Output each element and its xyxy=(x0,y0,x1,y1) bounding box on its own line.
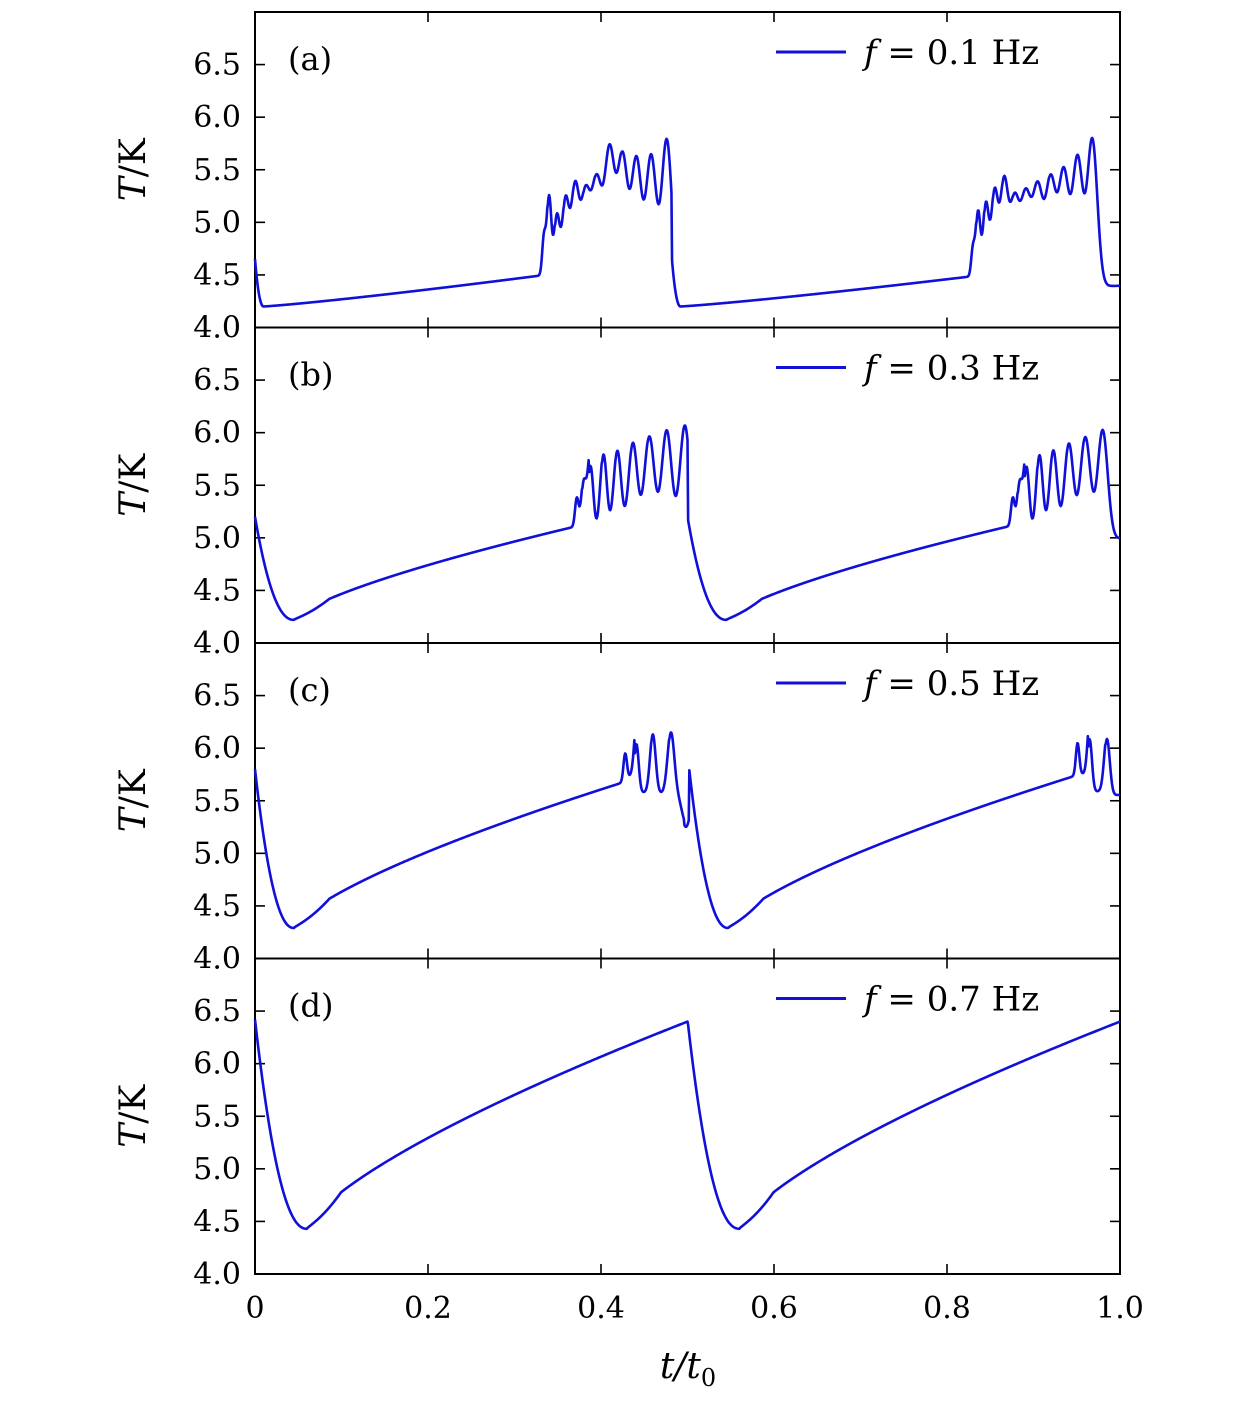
legend-value: = 0.5 Hz xyxy=(877,664,1040,704)
y-axis-label-symbol: T xyxy=(113,805,154,832)
x-axis-label-subscript: 0 xyxy=(701,1364,716,1392)
y-axis-label-symbol: T xyxy=(113,174,154,201)
series-line xyxy=(253,731,1121,930)
y-axis-label-unit: /K xyxy=(113,137,154,177)
y-tick-label: 5.5 xyxy=(193,468,241,503)
legend-value: = 0.3 Hz xyxy=(877,349,1040,389)
y-axis-label-unit: /K xyxy=(113,768,154,808)
panel-tag: (c) xyxy=(288,671,331,709)
y-tick-label: 5.0 xyxy=(193,521,241,556)
legend-label: f = 0.3 Hz xyxy=(861,349,1039,389)
series-line xyxy=(253,136,1121,308)
y-tick-label: 6.0 xyxy=(193,731,241,766)
panel-a: 4.0 4.5 5.0 5.5 6.0 6.5 T/K (a) f = 0.1 Hz xyxy=(113,11,1121,346)
y-tick-label: 5.0 xyxy=(193,205,241,240)
y-axis-label-symbol: T xyxy=(113,1121,154,1148)
y-tick-label: 5.0 xyxy=(193,1152,241,1187)
x-tick-label: 0.4 xyxy=(577,1291,625,1326)
y-tick-label: 6.0 xyxy=(193,1047,241,1082)
y-tick-label: 6.5 xyxy=(193,363,241,398)
panel-d: 4.0 4.5 5.0 5.5 6.0 6.5 T/K (d) f = 0.7 Hz xyxy=(113,957,1121,1292)
x-tick-label: 0.8 xyxy=(923,1291,971,1326)
y-tick-label: 4.5 xyxy=(193,1204,241,1239)
y-tick-label: 6.0 xyxy=(193,416,241,451)
y-tick-label: 4.0 xyxy=(193,626,241,661)
panel-tag: (d) xyxy=(288,987,333,1025)
panels: 4.0 4.5 5.0 5.5 6.0 6.5 T/K (a) f = 0.1 Hz 4.0 4.5… xyxy=(113,11,1121,1292)
panel-tag: (a) xyxy=(288,40,332,78)
panel-b: 4.0 4.5 5.0 5.5 6.0 6.5 T/K (b) f = 0.3 Hz xyxy=(113,326,1121,661)
y-axis-label-symbol: T xyxy=(113,490,154,517)
y-tick-label: 4.0 xyxy=(193,311,241,346)
y-tick-label: 6.5 xyxy=(193,994,241,1029)
y-tick-label: 5.5 xyxy=(193,1099,241,1134)
y-axis-label-unit: /K xyxy=(113,453,154,493)
panel-c: 4.0 4.5 5.0 5.5 6.0 6.5 T/K (c) f = 0.5 Hz xyxy=(113,642,1121,977)
x-tick-label: 0.2 xyxy=(404,1291,452,1326)
panel-tag: (b) xyxy=(288,356,333,394)
y-tick-label: 4.0 xyxy=(193,1257,241,1292)
series-line xyxy=(253,1019,1121,1231)
x-tick-label: 0 xyxy=(245,1291,264,1326)
x-axis-label: t/t0 xyxy=(660,1346,716,1392)
y-tick-label: 6.5 xyxy=(193,48,241,83)
x-axis-label-main: t/t xyxy=(660,1346,702,1387)
legend-label: f = 0.5 Hz xyxy=(861,664,1039,704)
series-line xyxy=(253,424,1121,622)
y-axis-label: T/K xyxy=(113,1084,154,1148)
legend-label: f = 0.7 Hz xyxy=(861,980,1039,1020)
y-tick-label: 5.5 xyxy=(193,153,241,188)
x-tick-label: 1.0 xyxy=(1096,1291,1144,1326)
y-axis-label-unit: /K xyxy=(113,1084,154,1124)
x-tick-labels: 0 0.2 0.4 0.6 0.8 1.0 xyxy=(245,1291,1143,1326)
y-tick-label: 6.0 xyxy=(193,100,241,135)
y-tick-label: 4.5 xyxy=(193,258,241,293)
y-tick-label: 4.0 xyxy=(193,942,241,977)
legend-value: = 0.1 Hz xyxy=(877,33,1040,73)
legend-value: = 0.7 Hz xyxy=(877,980,1040,1020)
y-tick-label: 6.5 xyxy=(193,679,241,714)
legend-label: f = 0.1 Hz xyxy=(861,33,1039,73)
y-tick-label: 4.5 xyxy=(193,889,241,924)
y-axis-label: T/K xyxy=(113,137,154,201)
x-tick-label: 0.6 xyxy=(750,1291,798,1326)
y-tick-label: 5.0 xyxy=(193,836,241,871)
y-axis-label: T/K xyxy=(113,768,154,832)
y-tick-label: 5.5 xyxy=(193,784,241,819)
y-tick-label: 4.5 xyxy=(193,573,241,608)
y-axis-label: T/K xyxy=(113,453,154,517)
